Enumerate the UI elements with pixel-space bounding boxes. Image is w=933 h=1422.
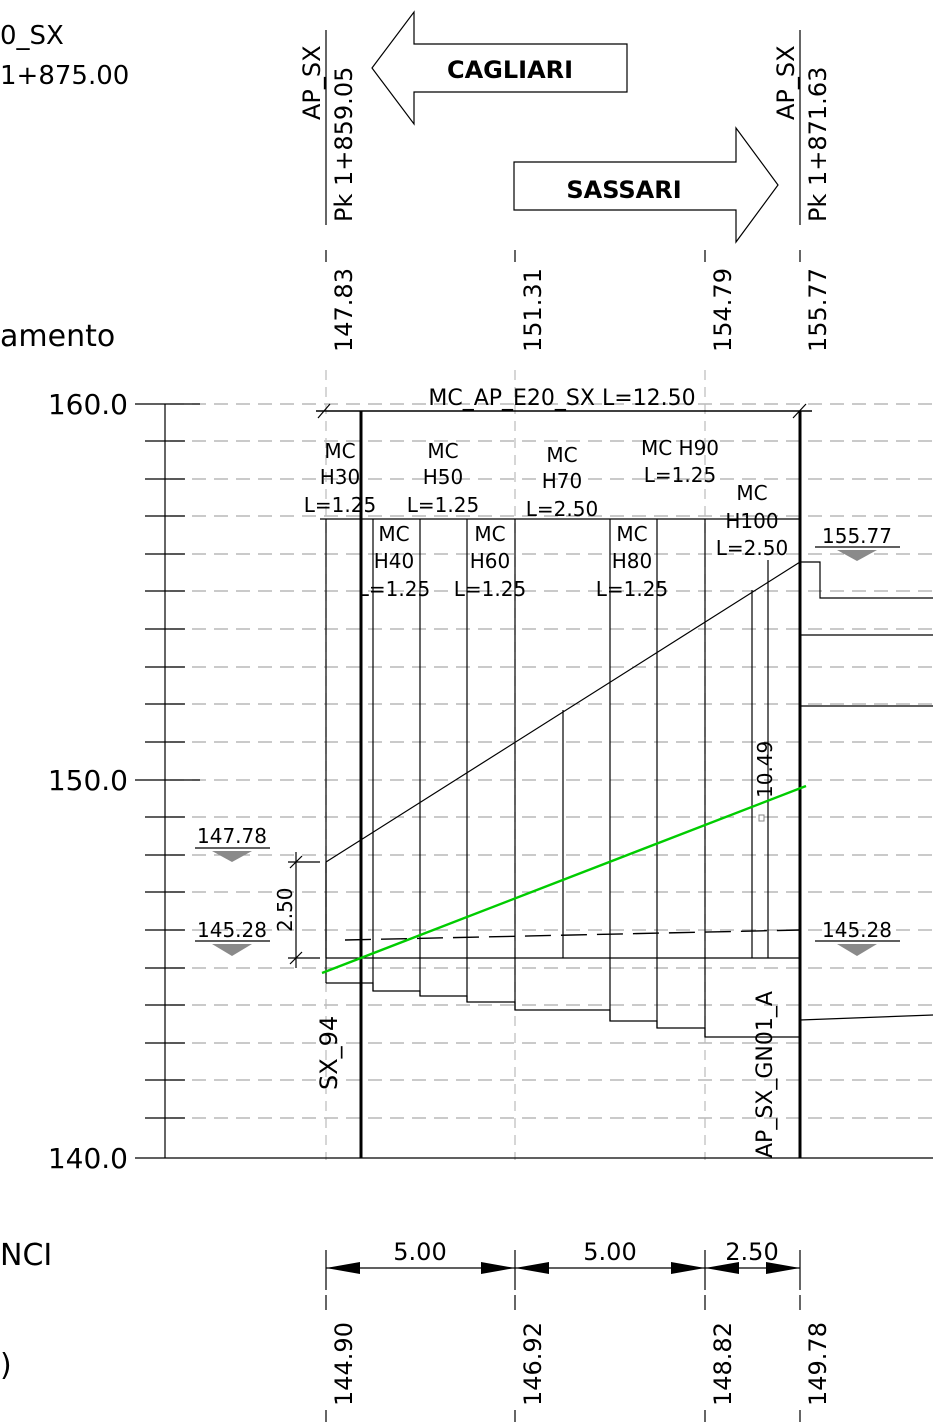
segment-2-line1: MC — [378, 522, 409, 546]
segment-3-line1: MC — [427, 439, 458, 463]
bottom-elevation-1: 144.90 — [330, 1322, 358, 1406]
dimension-2-50-label: 2.50 — [273, 887, 297, 932]
station-2-pk: Pk 1+871.63 — [804, 67, 832, 222]
axis-tick-160: 160.0 — [48, 388, 128, 421]
lower-label-1: NCI — [0, 1238, 52, 1273]
top-elevation-4: 155.77 — [804, 268, 832, 352]
segment-6-line1: MC — [616, 522, 647, 546]
distance-dimensions: 5.00 5.00 2.50 — [325, 1238, 801, 1290]
segment-4-line3: L=1.25 — [454, 577, 526, 601]
dimension-10-49-label: 10.49 — [753, 741, 777, 798]
segment-1-line2: H30 — [320, 465, 361, 489]
top-elevation-3: 154.79 — [709, 268, 737, 352]
arrowhead — [481, 1262, 515, 1274]
segment-3-line3: L=1.25 — [407, 493, 479, 517]
segment-6-line3: L=1.25 — [596, 577, 668, 601]
level-left-low: 145.28 — [197, 918, 267, 942]
left-vertical-label: SX_94 — [315, 1016, 343, 1090]
right-vertical-label: AP_SX_GN01_A — [753, 991, 778, 1158]
segment-labels: MC H30 L=1.25 MC H40 L=1.25 MC H50 L=1.2… — [304, 436, 788, 601]
level-right-low: 145.28 — [822, 918, 892, 942]
segment-5-line1: MC — [546, 443, 577, 467]
direction-sassari-label: SASSARI — [566, 176, 681, 204]
arrowhead — [705, 1262, 739, 1274]
level-marker-left-high — [212, 851, 252, 862]
station-1: AP_SX Pk 1+859.05 — [298, 30, 358, 225]
profile-line — [321, 784, 807, 975]
arrowhead — [515, 1262, 549, 1274]
wall-structure — [316, 403, 933, 1158]
arrowhead — [326, 1262, 360, 1274]
segment-2-line3: L=1.25 — [358, 577, 430, 601]
segment-5-line2: H70 — [542, 469, 583, 493]
level-markers: 147.78 145.28 155.77 145.28 — [195, 524, 900, 956]
arrow-sassari: SASSARI — [513, 126, 779, 244]
segment-5-line3: L=2.50 — [526, 497, 598, 521]
top-elevation-1: 147.83 — [330, 268, 358, 352]
direction-cagliari-label: CAGLIARI — [447, 56, 573, 84]
header-left-pk: 1+875.00 — [0, 61, 129, 91]
small-marker-icon — [758, 814, 765, 822]
segment-4-line1: MC — [474, 522, 505, 546]
arrowhead — [766, 1262, 800, 1274]
elevation-axis: 160.0 150.0 140.0 — [48, 388, 933, 1175]
top-elevations: 147.83 151.31 154.79 155.77 — [325, 250, 832, 352]
section-label: amento — [0, 319, 115, 354]
segment-7-line2: L=1.25 — [644, 463, 716, 487]
station-2-name: AP_SX — [772, 45, 800, 120]
bottom-elevation-3: 148.82 — [709, 1322, 737, 1406]
level-left-high: 147.78 — [197, 824, 267, 848]
segment-8-line2: H100 — [725, 509, 778, 533]
station-2: AP_SX Pk 1+871.63 — [772, 30, 832, 225]
arrow-cagliari: CAGLIARI — [371, 10, 628, 126]
segment-7-line1: MC H90 — [641, 436, 719, 460]
axis-tick-150: 150.0 — [48, 764, 128, 797]
level-marker-right-high — [837, 550, 877, 561]
beam-label: MC_AP_E20_SX L=12.50 — [428, 386, 695, 411]
dimension-2-50: 2.50 — [273, 852, 320, 968]
segment-1-line1: MC — [324, 439, 355, 463]
station-1-name: AP_SX — [298, 45, 326, 120]
segment-3-line2: H50 — [423, 465, 464, 489]
arrowhead — [671, 1262, 705, 1274]
lower-label-2: ) — [0, 1348, 12, 1383]
bottom-elevation-4: 149.78 — [804, 1322, 832, 1406]
level-right-high: 155.77 — [822, 524, 892, 548]
bottom-elevation-2: 146.92 — [519, 1322, 547, 1406]
distance-2: 5.00 — [583, 1238, 636, 1266]
segment-4-line2: H60 — [470, 549, 511, 573]
level-marker-right-low — [837, 944, 877, 956]
segment-1-line3: L=1.25 — [304, 493, 376, 517]
distance-3: 2.50 — [725, 1238, 778, 1266]
level-marker-left-low — [212, 944, 252, 956]
station-1-pk: Pk 1+859.05 — [330, 67, 358, 222]
bottom-elevations: 144.90 146.92 148.82 149.78 — [325, 1295, 832, 1422]
axis-tick-140: 140.0 — [48, 1142, 128, 1175]
segment-6-line2: H80 — [612, 549, 653, 573]
header-left-name: 0_SX — [0, 21, 64, 51]
top-elevation-2: 151.31 — [519, 268, 547, 352]
distance-1: 5.00 — [393, 1238, 446, 1266]
segment-2-line2: H40 — [374, 549, 415, 573]
segment-8-line1: MC — [736, 481, 767, 505]
segment-8-line3: L=2.50 — [716, 536, 788, 560]
